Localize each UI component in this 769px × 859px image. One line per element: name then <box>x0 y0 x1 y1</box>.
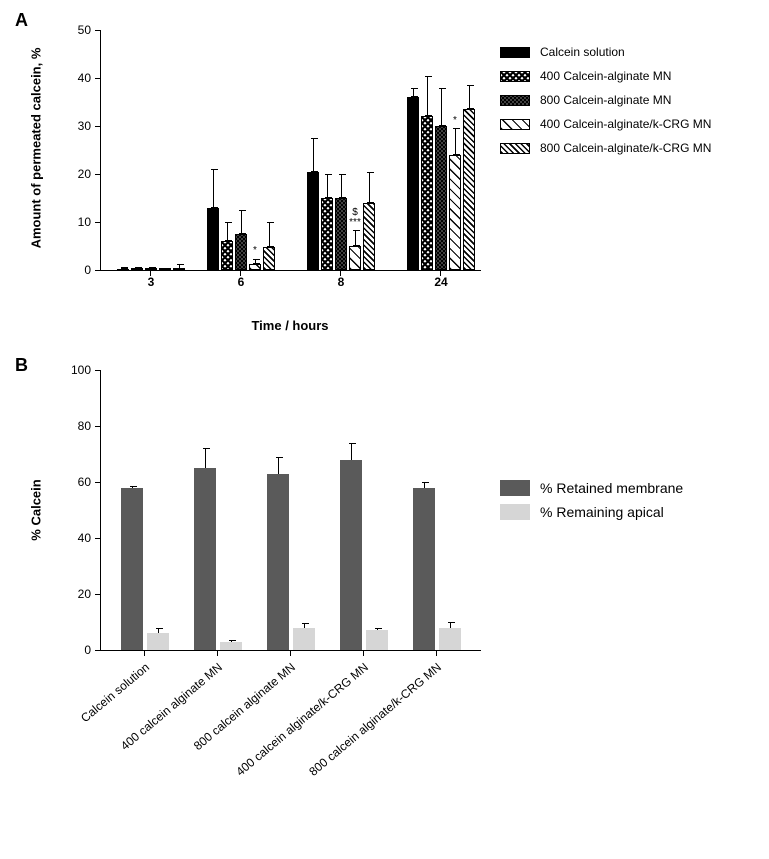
panel-a-bar <box>407 97 419 270</box>
panel-a-bar <box>421 116 433 270</box>
significance-marker: * <box>253 246 257 256</box>
panel-a-plot-area: 0102030405036824****$* <box>100 30 481 271</box>
panel-a-legend-item: Calcein solution <box>500 45 711 59</box>
panel-a-bar <box>307 172 319 270</box>
legend-swatch <box>500 504 530 520</box>
significance-marker: $ <box>352 208 358 218</box>
legend-swatch <box>500 47 530 58</box>
panel-b-bar <box>413 488 435 650</box>
panel-b-ytick-label: 80 <box>78 419 91 433</box>
panel-a-ytick-label: 40 <box>78 71 91 85</box>
panel-b-ytick-label: 40 <box>78 531 91 545</box>
legend-label: % Retained membrane <box>540 480 683 496</box>
panel-b-legend-item: % Remaining apical <box>500 504 683 520</box>
panel-b-ytick-label: 20 <box>78 587 91 601</box>
panel-a-bar <box>363 203 375 270</box>
panel-b: % Calcein 020406080100Calcein solution40… <box>30 360 750 840</box>
panel-b-legend: % Retained membrane % Remaining apical <box>500 480 683 528</box>
panel-a-legend-item: 400 Calcein-alginate/k-CRG MN <box>500 117 711 131</box>
panel-a-bar <box>321 198 333 270</box>
panel-b-ytick-label: 60 <box>78 475 91 489</box>
panel-b-label: B <box>15 355 28 376</box>
panel-a-bar <box>335 198 347 270</box>
legend-label: 400 Calcein-alginate MN <box>540 69 671 83</box>
panel-b-ytick-label: 100 <box>71 363 91 377</box>
panel-a-legend-item: 800 Calcein-alginate MN <box>500 93 711 107</box>
panel-b-bar <box>267 474 289 650</box>
panel-a-bar <box>349 246 361 270</box>
legend-label: 800 Calcein-alginate MN <box>540 93 671 107</box>
panel-b-legend-item: % Retained membrane <box>500 480 683 496</box>
panel-a-ytick-label: 20 <box>78 167 91 181</box>
figure-page: A Amount of permeated calcein, % Time / … <box>0 0 769 859</box>
panel-b-bar <box>121 488 143 650</box>
panel-a-legend: Calcein solution 400 Calcein-alginate MN 8… <box>500 45 711 165</box>
panel-a-y-title: Amount of permeated calcein, % <box>29 48 44 249</box>
panel-a-bar <box>435 126 447 270</box>
panel-a-xtick-label: 8 <box>338 275 345 289</box>
panel-a-xtick-label: 3 <box>148 275 155 289</box>
panel-a-bar <box>117 269 129 270</box>
panel-b-y-title: % Calcein <box>29 479 44 540</box>
significance-marker: *** <box>349 218 361 228</box>
panel-a-legend-item: 400 Calcein-alginate MN <box>500 69 711 83</box>
panel-a-bar <box>249 264 261 270</box>
panel-a: Amount of permeated calcein, % Time / ho… <box>30 20 750 350</box>
panel-a-x-title: Time / hours <box>251 318 328 333</box>
legend-swatch <box>500 143 530 154</box>
panel-a-bar <box>207 208 219 270</box>
legend-swatch <box>500 119 530 130</box>
legend-label: Calcein solution <box>540 45 625 59</box>
panel-a-bar <box>221 241 233 270</box>
panel-a-xtick-label: 6 <box>238 275 245 289</box>
panel-b-bar <box>293 628 315 650</box>
panel-b-bar <box>366 630 388 650</box>
panel-a-bar <box>463 109 475 270</box>
panel-a-legend-item: 800 Calcein-alginate/k-CRG MN <box>500 141 711 155</box>
legend-swatch <box>500 480 530 496</box>
legend-label: % Remaining apical <box>540 504 664 520</box>
panel-a-label: A <box>15 10 28 31</box>
panel-a-ytick-label: 30 <box>78 119 91 133</box>
panel-b-bar <box>439 628 461 650</box>
panel-a-ytick-label: 0 <box>84 263 91 277</box>
legend-swatch <box>500 95 530 106</box>
panel-b-bar <box>340 460 362 650</box>
panel-b-bar <box>147 633 169 650</box>
panel-b-ytick-label: 0 <box>84 643 91 657</box>
panel-a-bar <box>235 234 247 270</box>
panel-a-bar <box>449 155 461 270</box>
legend-label: 400 Calcein-alginate/k-CRG MN <box>540 117 711 131</box>
panel-a-ytick-label: 50 <box>78 23 91 37</box>
significance-marker: * <box>453 116 457 126</box>
legend-label: 800 Calcein-alginate/k-CRG MN <box>540 141 711 155</box>
panel-b-bar <box>220 642 242 650</box>
panel-a-bar <box>263 247 275 270</box>
panel-b-bar <box>194 468 216 650</box>
panel-a-ytick-label: 10 <box>78 215 91 229</box>
panel-b-plot-area: 020406080100Calcein solution400 calcein … <box>100 370 481 651</box>
legend-swatch <box>500 71 530 82</box>
panel-a-xtick-label: 24 <box>434 275 447 289</box>
